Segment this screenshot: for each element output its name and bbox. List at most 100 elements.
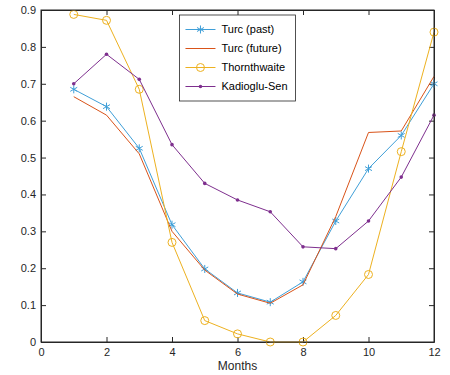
tick-mark	[238, 10, 239, 15]
tick-mark	[172, 337, 173, 342]
marker	[135, 85, 143, 93]
tick-mark	[107, 10, 108, 15]
marker	[105, 52, 109, 56]
tick-label: 0.2	[21, 262, 36, 274]
marker	[103, 16, 111, 24]
series-line	[74, 84, 434, 302]
marker	[70, 10, 78, 18]
tick: 10	[363, 337, 375, 358]
tick: 0.7	[21, 78, 46, 90]
tick	[172, 10, 173, 15]
axis	[42, 10, 435, 15]
tick-label: 10	[363, 346, 375, 358]
series-line	[74, 54, 434, 248]
legend-label: Turc (future)	[221, 42, 281, 54]
tick-mark	[369, 10, 370, 15]
tick	[303, 10, 304, 15]
tick-mark	[429, 305, 434, 306]
tick: 0.3	[21, 225, 46, 237]
tick	[429, 268, 434, 269]
tick-mark	[107, 337, 108, 342]
marker	[332, 311, 340, 319]
legend-label: Thornthwaite	[221, 61, 285, 73]
tick-label: 8	[300, 346, 306, 358]
tick-mark	[41, 47, 46, 48]
tick	[107, 10, 108, 15]
tick: 0.6	[21, 115, 46, 127]
tick: 0.1	[21, 299, 46, 311]
tick-mark	[41, 231, 46, 232]
tick: 0.2	[21, 262, 46, 274]
tick-label: 2	[104, 346, 110, 358]
marker	[203, 182, 207, 186]
marker	[168, 238, 176, 246]
tick-label: 0	[38, 346, 44, 358]
tick-mark	[429, 231, 434, 232]
marker	[365, 270, 373, 278]
plot-frame	[41, 10, 434, 342]
marker	[103, 103, 110, 111]
axis: 0 0.1 0.2 0.3 0.4 0.5 0.6 0.7 0.8 0.9	[21, 4, 46, 348]
legend-label: Turc (past)	[221, 23, 274, 35]
tick	[429, 158, 434, 159]
tick: 2	[104, 337, 110, 358]
tick-mark	[429, 194, 434, 195]
tick-mark	[41, 194, 46, 195]
marker	[234, 289, 241, 297]
tick-label: 0.5	[21, 152, 36, 164]
axis: 0 2 4 6 8 10 12	[38, 337, 440, 358]
tick-label: 0	[30, 336, 36, 348]
tick	[429, 231, 434, 232]
chart: 0 2 4 6 8 10 12 0 0.1 0.2 0.3 0.4 0.5 0.6 0.7 0.8 0.9 Mon…	[0, 0, 450, 375]
tick-label: 0.4	[21, 188, 36, 200]
tick-label: 12	[428, 346, 440, 358]
legend-marker	[199, 85, 203, 89]
series-line	[74, 76, 434, 303]
tick-mark	[41, 305, 46, 306]
tick-label: 0.1	[21, 299, 36, 311]
series-line	[74, 14, 434, 342]
plot-area	[41, 10, 434, 342]
tick-mark	[41, 121, 46, 122]
tick-label: 0.3	[21, 225, 36, 237]
x-axis-label: Months	[218, 359, 257, 373]
marker	[70, 85, 77, 93]
marker	[301, 245, 305, 249]
marker	[170, 143, 174, 147]
tick-mark	[429, 268, 434, 269]
marker	[137, 78, 141, 82]
marker	[234, 330, 242, 338]
marker	[334, 247, 338, 251]
tick-mark	[41, 84, 46, 85]
legend-line	[185, 48, 215, 49]
marker	[268, 210, 272, 214]
tick-mark	[41, 158, 46, 159]
legend-marker	[196, 64, 204, 72]
data-area	[70, 10, 438, 346]
tick: 0.5	[21, 152, 46, 164]
tick-mark	[429, 158, 434, 159]
legend-box	[179, 15, 295, 101]
tick	[429, 194, 434, 195]
tick-label: 6	[235, 346, 241, 358]
marker	[72, 82, 76, 86]
tick-mark	[303, 10, 304, 15]
tick: 0.4	[21, 188, 46, 200]
legend-marker	[197, 25, 204, 33]
marker	[399, 175, 403, 179]
tick	[369, 10, 370, 15]
tick-label: 0.8	[21, 41, 36, 53]
marker	[201, 317, 209, 325]
tick: 6	[235, 337, 241, 358]
marker	[365, 165, 372, 173]
tick-label: 4	[169, 346, 175, 358]
marker	[398, 131, 405, 139]
tick-label: 0.7	[21, 78, 36, 90]
tick-label: 0.9	[21, 4, 36, 16]
legend-line	[185, 67, 215, 68]
marker	[397, 148, 405, 156]
tick-mark	[369, 337, 370, 342]
marker	[367, 219, 371, 223]
tick-label: 0.6	[21, 115, 36, 127]
tick: 0.8	[21, 41, 46, 53]
